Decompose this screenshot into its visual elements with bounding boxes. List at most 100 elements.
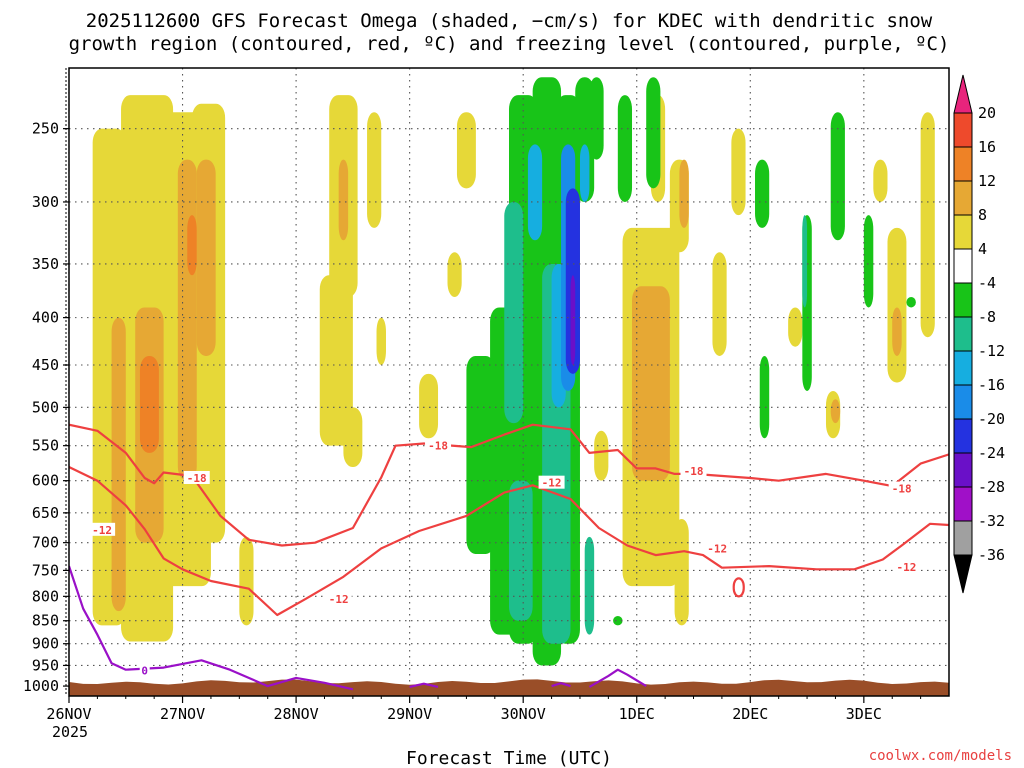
omega-up-4-8 <box>343 407 363 468</box>
colorbar-swatch-1 <box>953 112 973 148</box>
x-tick-label-28nov: 28NOV <box>274 705 319 723</box>
contour-dgz-minus12-loop <box>732 577 745 598</box>
omega-down-4-8 <box>646 77 661 189</box>
x-tick-label-3dec: 3DEC <box>846 705 882 723</box>
y-tick-label-1000: 1000 <box>23 677 59 695</box>
colorbar: 20 16 12 8 4 -4 -8 -12 -16 -20 -24 -28 -32 -36 <box>953 74 1005 594</box>
omega-down-12-16 <box>527 144 543 241</box>
omega-down-8-12 <box>802 215 808 308</box>
y-tick-label-650: 650 <box>32 504 59 522</box>
contour-label-7: -12 <box>896 561 916 574</box>
omega-down-8-12 <box>584 536 595 635</box>
x-tick-label-27nov: 27NOV <box>160 705 205 723</box>
omega-up-8-12 <box>338 159 349 241</box>
terrain-surface <box>69 679 949 696</box>
contour-freezing-0 <box>69 565 354 691</box>
contour-label-bg-3 <box>538 475 565 489</box>
contour-dgz-minus18 <box>69 423 949 547</box>
omega-up-8-12 <box>679 159 689 228</box>
colorbar-swatch-9 <box>953 384 973 420</box>
omega-up-4-8 <box>239 536 254 626</box>
colorbar-label-3: 8 <box>978 206 987 224</box>
colorbar-label-4: 4 <box>978 240 987 258</box>
omega-down-4-8 <box>589 77 604 160</box>
contour-label-8: -12 <box>329 593 349 606</box>
y-tick-label-250: 250 <box>32 120 59 138</box>
omega-down-4-8 <box>755 159 770 228</box>
colorbar-swatch-3 <box>953 180 973 216</box>
contour-label-bg-7 <box>893 560 920 574</box>
y-tick-label-850: 850 <box>32 612 59 630</box>
colorbar-swatch-12 <box>953 486 973 522</box>
contour-freezing-0-d <box>588 668 647 688</box>
contour-labels: -18 -12 -18 -12 -18 -12 -18 -12 -12 0 <box>89 438 920 677</box>
site-credit: coolwx.com/models <box>869 748 1012 764</box>
omega-up-4-8 <box>712 252 727 356</box>
y-tick-label-500: 500 <box>32 398 59 416</box>
colorbar-swatch-4 <box>953 214 973 250</box>
colorbar-label-1: 16 <box>978 138 996 156</box>
colorbar-swatch-6 <box>953 282 973 318</box>
omega-up-8-12 <box>632 286 670 481</box>
contour-label-bg-1 <box>89 522 116 536</box>
omega-up-4-8 <box>594 430 609 481</box>
omega-down-4-8 <box>830 112 845 241</box>
x-axis-title: Forecast Time (UTC) <box>406 748 612 768</box>
omega-up-12-16 <box>187 215 197 276</box>
y-tick-label-750: 750 <box>32 561 59 579</box>
colorbar-label-10: -24 <box>978 444 1005 462</box>
omega-down-12-16 <box>579 144 590 202</box>
contour-label-1: -12 <box>92 524 112 537</box>
contour-label-bg-5 <box>704 541 731 555</box>
y-tick-label-800: 800 <box>32 587 59 605</box>
colorbar-swatch-5 <box>953 248 973 284</box>
contour-label-5: -12 <box>707 542 727 555</box>
omega-up-4-8 <box>376 317 386 365</box>
y-tick-label-300: 300 <box>32 193 59 211</box>
colorbar-label-11: -28 <box>978 478 1005 496</box>
omega-up-8-12 <box>196 159 216 356</box>
colorbar-swatch-11 <box>953 452 973 488</box>
contour-label-bg-6 <box>888 481 915 495</box>
x-tick-label-29nov: 29NOV <box>387 705 432 723</box>
omega-up-4-8 <box>367 112 382 228</box>
y-tick-label-900: 900 <box>32 635 59 653</box>
omega-down-8-12 <box>509 480 533 621</box>
omega-down-4-8 <box>906 297 916 308</box>
colorbar-label-2: 12 <box>978 172 996 190</box>
omega-up-8-12 <box>177 159 197 481</box>
colorbar-label-5: -4 <box>978 274 996 292</box>
omega-shading <box>92 77 935 666</box>
y-axis: 250 300 350 400 450 500 550 600 650 700 750 800 850 9… <box>23 68 69 696</box>
contour-label-0: -18 <box>187 472 207 485</box>
colorbar-swatch-13 <box>953 520 973 556</box>
x-tick-label-1dec: 1DEC <box>619 705 655 723</box>
contour-label-bg-0 <box>183 470 210 484</box>
colorbar-swatch-10 <box>953 418 973 454</box>
colorbar-label-12: -32 <box>978 512 1005 530</box>
colorbar-label-7: -12 <box>978 342 1005 360</box>
omega-down-4-8 <box>466 355 495 554</box>
colorbar-label-13: -36 <box>978 546 1005 564</box>
colorbar-top-arrow <box>953 74 973 114</box>
y-tick-label-400: 400 <box>32 309 59 327</box>
colorbar-swatch-8 <box>953 350 973 386</box>
terrain-fill <box>69 679 949 696</box>
y-tick-label-550: 550 <box>32 437 59 455</box>
omega-up-4-8 <box>731 128 746 216</box>
omega-up-4-8 <box>447 252 462 298</box>
contour-freezing-0-c <box>551 682 571 688</box>
omega-up-8-12 <box>111 317 126 612</box>
y-tick-label-700: 700 <box>32 534 59 552</box>
omega-up-4-8 <box>887 227 907 383</box>
omega-up-4-8 <box>920 112 935 338</box>
colorbar-swatch-2 <box>953 146 973 182</box>
omega-down-24-28 <box>570 275 576 365</box>
chart-title-line-1: 2025112600 GFS Forecast Omega (shaded, −… <box>86 10 933 32</box>
y-tick-label-600: 600 <box>32 472 59 490</box>
chart-title-line-2: growth region (contoured, red, ºC) and f… <box>69 33 950 55</box>
contour-label-9: 0 <box>141 664 148 677</box>
contour-label-4: -18 <box>684 465 704 478</box>
omega-up-4-8 <box>674 518 689 626</box>
